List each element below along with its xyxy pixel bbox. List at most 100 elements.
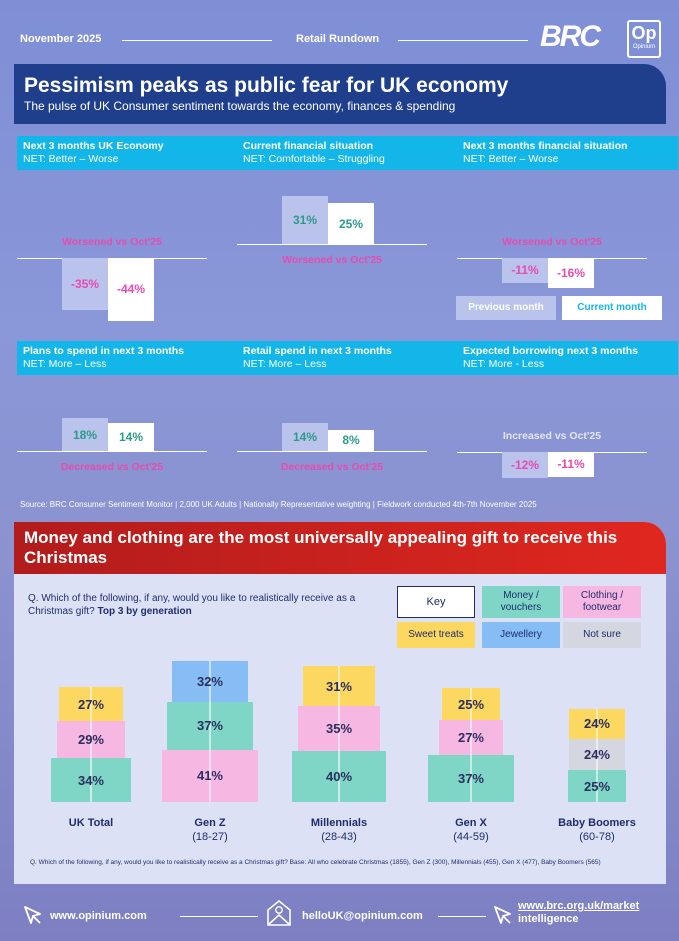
gift-bar-label: 34% [77, 772, 104, 788]
metric-header: Current financial situation NET: Comforta… [237, 136, 458, 170]
gift-bar-label: 37% [457, 770, 484, 786]
ribbon [208, 749, 211, 802]
footnote: Q. Which of the following, if any, would… [30, 859, 601, 866]
email-icon [267, 899, 291, 926]
metric-bar-current: -16% [548, 258, 594, 289]
opinium-logo-text: Opinium [632, 44, 656, 50]
ribbon [469, 720, 472, 755]
metric-header: Plans to spend in next 3 months NET: More… [17, 341, 238, 375]
key-title: Key [397, 586, 475, 618]
metric-change-label: Worsened vs Oct'25 [282, 254, 382, 266]
metric-bar-current: -11% [548, 452, 594, 477]
metric-bar-previous: 18% [62, 418, 108, 451]
metric-title: Current financial situation [243, 140, 374, 152]
metric-bar-previous: 14% [282, 422, 328, 451]
generation-age: (18-27) [192, 831, 228, 843]
metric-change-label: Worsened vs Oct'25 [502, 236, 602, 248]
gift-bar: 25% [567, 770, 627, 802]
question-bold: Top 3 by generation [97, 606, 192, 617]
brc-market-link-2[interactable]: intelligence [518, 913, 579, 925]
metric-bar-value: 25% [338, 216, 364, 231]
metric-change-label: Decreased vs Oct'25 [280, 461, 384, 473]
christmas-gift-panel: Money and clothing are the most universa… [14, 522, 666, 884]
opinium-logo: Op Opinium [627, 20, 661, 58]
headline-subtitle: The pulse of UK Consumer sentiment towar… [24, 99, 456, 113]
metric-bar-value: -11% [511, 263, 539, 278]
metric-bar-current: 8% [328, 429, 374, 451]
metric-bar-value: -11% [557, 457, 585, 472]
question-plain: Q. Which of the following, if any, would… [28, 593, 356, 617]
gift-bar-label: 25% [457, 696, 485, 712]
metric-bar-previous: -11% [502, 258, 548, 283]
gift-bar: 40% [292, 750, 386, 802]
generation-name: UK Total [68, 817, 114, 829]
gift-bar-label: 41% [196, 768, 223, 784]
metric-title: Expected borrowing next 3 months [463, 345, 639, 357]
metric-header: Next 3 months UK Economy NET: Better – Wo… [17, 136, 238, 170]
gift-bar: 24% [568, 708, 626, 740]
footer-divider-2 [438, 916, 486, 917]
gift-bar: 37% [166, 702, 254, 750]
metric-header: Next 3 months financial situation NET: Be… [457, 136, 678, 170]
key-item: Money / vouchers [482, 586, 560, 618]
metric-change-label: Decreased vs Oct'25 [60, 461, 164, 473]
gift-bar: 41% [161, 749, 259, 802]
metric-title: Retail spend in next 3 months [243, 345, 392, 357]
gift-bar: 31% [302, 666, 376, 706]
metric-baseline [17, 451, 207, 452]
generation-name: Gen Z [194, 817, 226, 829]
gift-bar-label: 27% [77, 696, 104, 712]
gift-bar-label: 40% [325, 768, 353, 784]
report-title: Retail Rundown [296, 33, 380, 45]
gift-bar-label: 24% [583, 716, 610, 732]
report-date: November 2025 [20, 33, 102, 45]
metric-title: Plans to spend in next 3 months [23, 345, 185, 357]
headline-title: Pessimism peaks as public fear for UK ec… [24, 74, 509, 97]
ribbon [469, 754, 472, 802]
key-item: Jewellery [482, 622, 560, 648]
header-divider-right [398, 40, 528, 41]
metric-net-label: NET: Better – Worse [23, 153, 119, 165]
metric-change-label: Worsened vs Oct'25 [62, 236, 162, 248]
generation-age: (44-59) [453, 831, 489, 843]
gift-bar: 34% [51, 758, 131, 802]
metric-bar-value: 14% [118, 429, 144, 444]
generation-name: Millennials [310, 817, 368, 829]
cursor-icon-2 [494, 906, 511, 924]
question-text: Q. Which of the following, if any, would… [28, 592, 388, 618]
metric-bar-value: 14% [292, 429, 318, 444]
gift-bar: 32% [172, 661, 248, 703]
opinium-website-link[interactable]: www.opinium.com [50, 910, 147, 922]
ribbon [470, 688, 472, 721]
legend-previous-month: Previous month [456, 296, 556, 320]
generation-label: Baby Boomers (60-78) [537, 816, 657, 844]
metric-net-label: NET: More – Less [23, 358, 107, 370]
ribbon [596, 770, 598, 802]
section-title: Money and clothing are the most universa… [14, 522, 666, 574]
headline-banner: Pessimism peaks as public fear for UK ec… [14, 64, 666, 124]
brc-market-link[interactable]: www.brc.org.uk/market [518, 900, 640, 912]
brc-logo: BRC [540, 20, 601, 53]
legend-current-month: Current month [562, 296, 662, 320]
metric-bar-value: -35% [70, 277, 99, 292]
ribbon [89, 686, 92, 722]
gift-bar: 35% [297, 706, 381, 751]
metric-net-label: NET: Better – Worse [463, 153, 559, 165]
metric-net-label: NET: Comfortable – Struggling [243, 153, 385, 165]
gift-bar: 27% [59, 686, 123, 722]
ribbon [208, 661, 211, 703]
metric-bar-current: 14% [108, 422, 154, 451]
metric-bar-current: 25% [328, 203, 374, 244]
metric-bar-value: 18% [72, 427, 98, 442]
gift-bar-label: 37% [196, 718, 223, 734]
source-note: Source: BRC Consumer Sentiment Monitor |… [20, 500, 537, 509]
email-link[interactable]: helloUK@opinium.com [302, 910, 423, 922]
metric-bar-previous: -12% [502, 452, 548, 478]
ribbon [338, 750, 340, 802]
generation-label: Gen Z (18-27) [150, 816, 270, 844]
gift-bar: 37% [427, 754, 515, 802]
generation-name: Gen X [455, 817, 487, 829]
metric-title: Next 3 months financial situation [463, 140, 628, 152]
ribbon [337, 666, 340, 706]
gift-bar-label: 25% [583, 778, 611, 794]
